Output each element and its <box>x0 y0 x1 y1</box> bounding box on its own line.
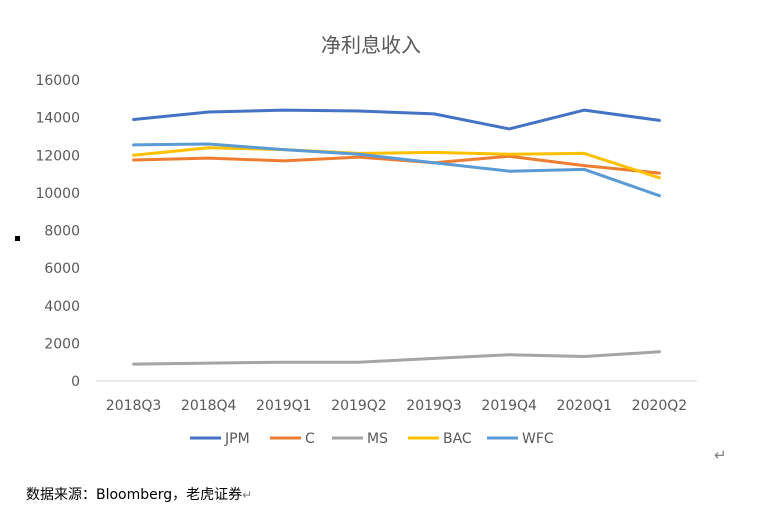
y-tick-label: 0 <box>71 374 80 390</box>
x-tick-label: 2019Q1 <box>256 398 312 414</box>
series-line-jpm <box>132 108 661 131</box>
plot-area <box>132 108 661 366</box>
y-tick-label: 8000 <box>44 224 80 240</box>
bullet-marker <box>15 236 20 241</box>
legend-item-wfc: WFC <box>487 431 554 447</box>
source-note: 数据来源：Bloomberg，老虎证券↵ <box>26 484 252 504</box>
y-tick-label: 12000 <box>35 148 80 164</box>
chart-title: 净利息收入 <box>321 33 421 57</box>
legend-item-jpm: JPM <box>190 431 250 447</box>
x-tick-label: 2019Q2 <box>331 398 387 414</box>
x-tick-label: 2020Q2 <box>632 398 688 414</box>
legend: JPM C MS BAC WFC <box>190 431 554 447</box>
series-line-bac <box>132 146 661 180</box>
y-tick-label: 6000 <box>44 261 80 277</box>
legend-item-ms: MS <box>332 431 388 447</box>
y-axis: 0 2000 4000 6000 8000 10000 12000 14000 16000 <box>35 73 80 390</box>
return-mark-inline: ↵ <box>242 488 253 502</box>
legend-label: WFC <box>522 431 554 447</box>
legend-label: BAC <box>443 431 472 447</box>
y-tick-label: 10000 <box>35 186 80 202</box>
x-tick-label: 2018Q4 <box>181 398 237 414</box>
x-tick-label: 2018Q3 <box>106 398 162 414</box>
y-tick-label: 4000 <box>44 299 80 315</box>
legend-item-c: C <box>270 431 315 447</box>
x-tick-label: 2019Q3 <box>406 398 462 414</box>
y-tick-label: 14000 <box>35 111 80 127</box>
legend-label: C <box>305 431 315 447</box>
y-tick-label: 2000 <box>44 336 80 352</box>
legend-label: JPM <box>224 431 250 447</box>
legend-item-bac: BAC <box>408 431 472 447</box>
legend-label: MS <box>367 431 388 447</box>
return-mark: ↵ <box>714 446 727 464</box>
x-tick-label: 2019Q4 <box>481 398 537 414</box>
x-axis: 2018Q3 2018Q4 2019Q1 2019Q2 2019Q3 2019Q4 2020… <box>96 380 697 414</box>
x-tick-label: 2020Q1 <box>557 398 613 414</box>
series-line-wfc <box>132 142 661 198</box>
y-tick-label: 16000 <box>35 73 80 89</box>
source-text: 数据来源：Bloomberg，老虎证券 <box>26 487 243 503</box>
series-line-ms <box>132 350 661 366</box>
